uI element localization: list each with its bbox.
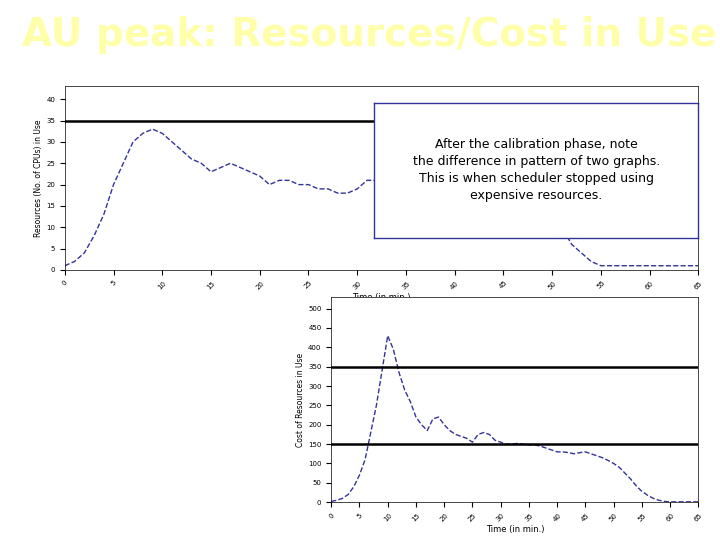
Y-axis label: Resources (No. of CPUs) in Use: Resources (No. of CPUs) in Use [35, 119, 43, 237]
X-axis label: Time (in min.): Time (in min.) [485, 525, 544, 534]
Text: AU peak: Resources/Cost in Use: AU peak: Resources/Cost in Use [22, 16, 716, 54]
Text: After the calibration phase, note
the difference in pattern of two graphs.
This : After the calibration phase, note the di… [413, 138, 660, 202]
X-axis label: Time (in min.): Time (in min.) [352, 293, 411, 302]
Y-axis label: Cost of Resources in Use: Cost of Resources in Use [296, 353, 305, 447]
